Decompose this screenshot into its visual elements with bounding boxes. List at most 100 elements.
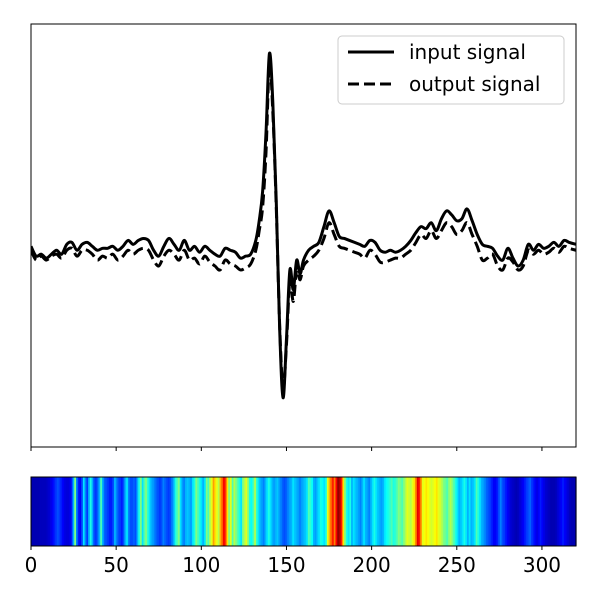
heatmap-cell <box>401 477 404 546</box>
heatmap-x-tick-label: 150 <box>267 553 305 577</box>
heatmap-cell <box>141 477 145 546</box>
heatmap-cell <box>288 477 292 546</box>
heatmap-cell <box>333 477 337 546</box>
heatmap-cell <box>351 477 354 546</box>
heatmap-cell <box>243 477 247 546</box>
heatmap-cell <box>555 477 558 546</box>
heatmap-cell <box>475 477 478 546</box>
heatmap-x-tick-label: 100 <box>182 553 220 577</box>
heatmap-cell <box>202 477 205 546</box>
heatmap-cell <box>432 477 435 546</box>
heatmap-x-tick-label: 50 <box>103 553 128 577</box>
heatmap-cell <box>482 477 485 546</box>
heatmap-x-tick-label: 0 <box>25 553 38 577</box>
heatmap-cell <box>65 477 68 546</box>
heatmap-cell <box>120 477 124 546</box>
heatmap-cell <box>520 477 523 546</box>
heatmap-cell <box>69 477 72 546</box>
heatmap-cell <box>454 477 458 546</box>
heatmap-cell <box>326 477 330 546</box>
heatmap-cell <box>110 477 113 546</box>
heatmap-cell <box>250 477 254 546</box>
heatmap-cell <box>157 477 160 546</box>
heatmap-cell <box>240 477 243 546</box>
heatmap-cell <box>153 477 157 546</box>
heatmap-cell <box>361 477 364 546</box>
heatmap-cell <box>278 477 281 546</box>
heatmap-cell <box>456 477 459 546</box>
heatmap-cell <box>216 477 219 546</box>
heatmap-cell <box>422 477 425 546</box>
heatmap-cell <box>257 477 260 546</box>
heatmap-cell <box>338 477 342 546</box>
heatmap-cell <box>544 477 548 546</box>
heatmap-cell <box>371 477 375 546</box>
heatmap-cell <box>226 477 229 546</box>
heatmap-cell <box>553 477 556 546</box>
heatmap-cell <box>345 477 349 546</box>
heatmap-cell <box>169 477 172 546</box>
heatmap-cell <box>268 477 271 546</box>
heatmap-cell <box>100 477 103 546</box>
heatmap-cell <box>82 477 86 546</box>
heatmap-cell <box>408 477 411 546</box>
heatmap-cell <box>224 477 228 546</box>
heatmap-cell <box>103 477 106 546</box>
heatmap-cell <box>228 477 231 546</box>
heatmap-cell <box>340 477 344 546</box>
heatmap-cell <box>556 477 560 546</box>
heatmap-cell <box>44 477 48 546</box>
heatmap-cell <box>325 477 328 546</box>
heatmap-cell <box>77 477 81 546</box>
heatmap-cell <box>245 477 248 546</box>
heatmap-cell <box>492 477 496 546</box>
heatmap-cell <box>115 477 119 546</box>
heatmap-cell <box>41 477 44 546</box>
heatmap-cell <box>72 477 75 546</box>
heatmap-cell <box>468 477 472 546</box>
heatmap-cell <box>416 477 420 546</box>
heatmap-cell <box>67 477 70 546</box>
heatmap-cell <box>136 477 139 546</box>
heatmap-cell <box>425 477 428 546</box>
heatmap-cell <box>347 477 350 546</box>
heatmap-cell <box>242 477 245 546</box>
heatmap-cell <box>354 477 357 546</box>
heatmap-cell <box>513 477 517 546</box>
heatmap-cell <box>107 477 110 546</box>
heatmap-cell <box>430 477 433 546</box>
heatmap-cell <box>217 477 221 546</box>
heatmap-cell <box>337 477 340 546</box>
heatmap-cell <box>515 477 518 546</box>
heatmap-cell <box>480 477 484 546</box>
heatmap-cell <box>164 477 167 546</box>
heatmap-cell <box>276 477 280 546</box>
heatmap-cell <box>420 477 423 546</box>
heatmap-cell <box>484 477 487 546</box>
heatmap-cell <box>418 477 421 546</box>
heatmap-cell <box>152 477 155 546</box>
heatmap-cell <box>397 477 401 546</box>
heatmap-cell <box>313 477 316 546</box>
heatmap-cell <box>233 477 236 546</box>
heatmap-cell <box>508 477 511 546</box>
heatmap-cell <box>570 477 574 546</box>
heatmap-cell <box>335 477 338 546</box>
heatmap-cell <box>435 477 439 546</box>
heatmap-cell <box>122 477 126 546</box>
legend-label-input-signal: input signal <box>409 40 526 64</box>
heatmap-cell <box>309 477 312 546</box>
heatmap-cell <box>179 477 183 546</box>
heatmap-cell <box>487 477 491 546</box>
heatmap-axes: 0 50 100 150 200 250 300 <box>25 476 577 577</box>
heatmap-cell <box>62 477 65 546</box>
heatmap-cell <box>105 477 108 546</box>
heatmap-cell <box>569 477 572 546</box>
series-line-output-signal <box>31 61 576 390</box>
heatmap-cell <box>434 477 437 546</box>
heatmap-cell <box>546 477 549 546</box>
heatmap-cell <box>562 477 565 546</box>
heatmap-cell <box>548 477 551 546</box>
heatmap-cell <box>306 477 309 546</box>
